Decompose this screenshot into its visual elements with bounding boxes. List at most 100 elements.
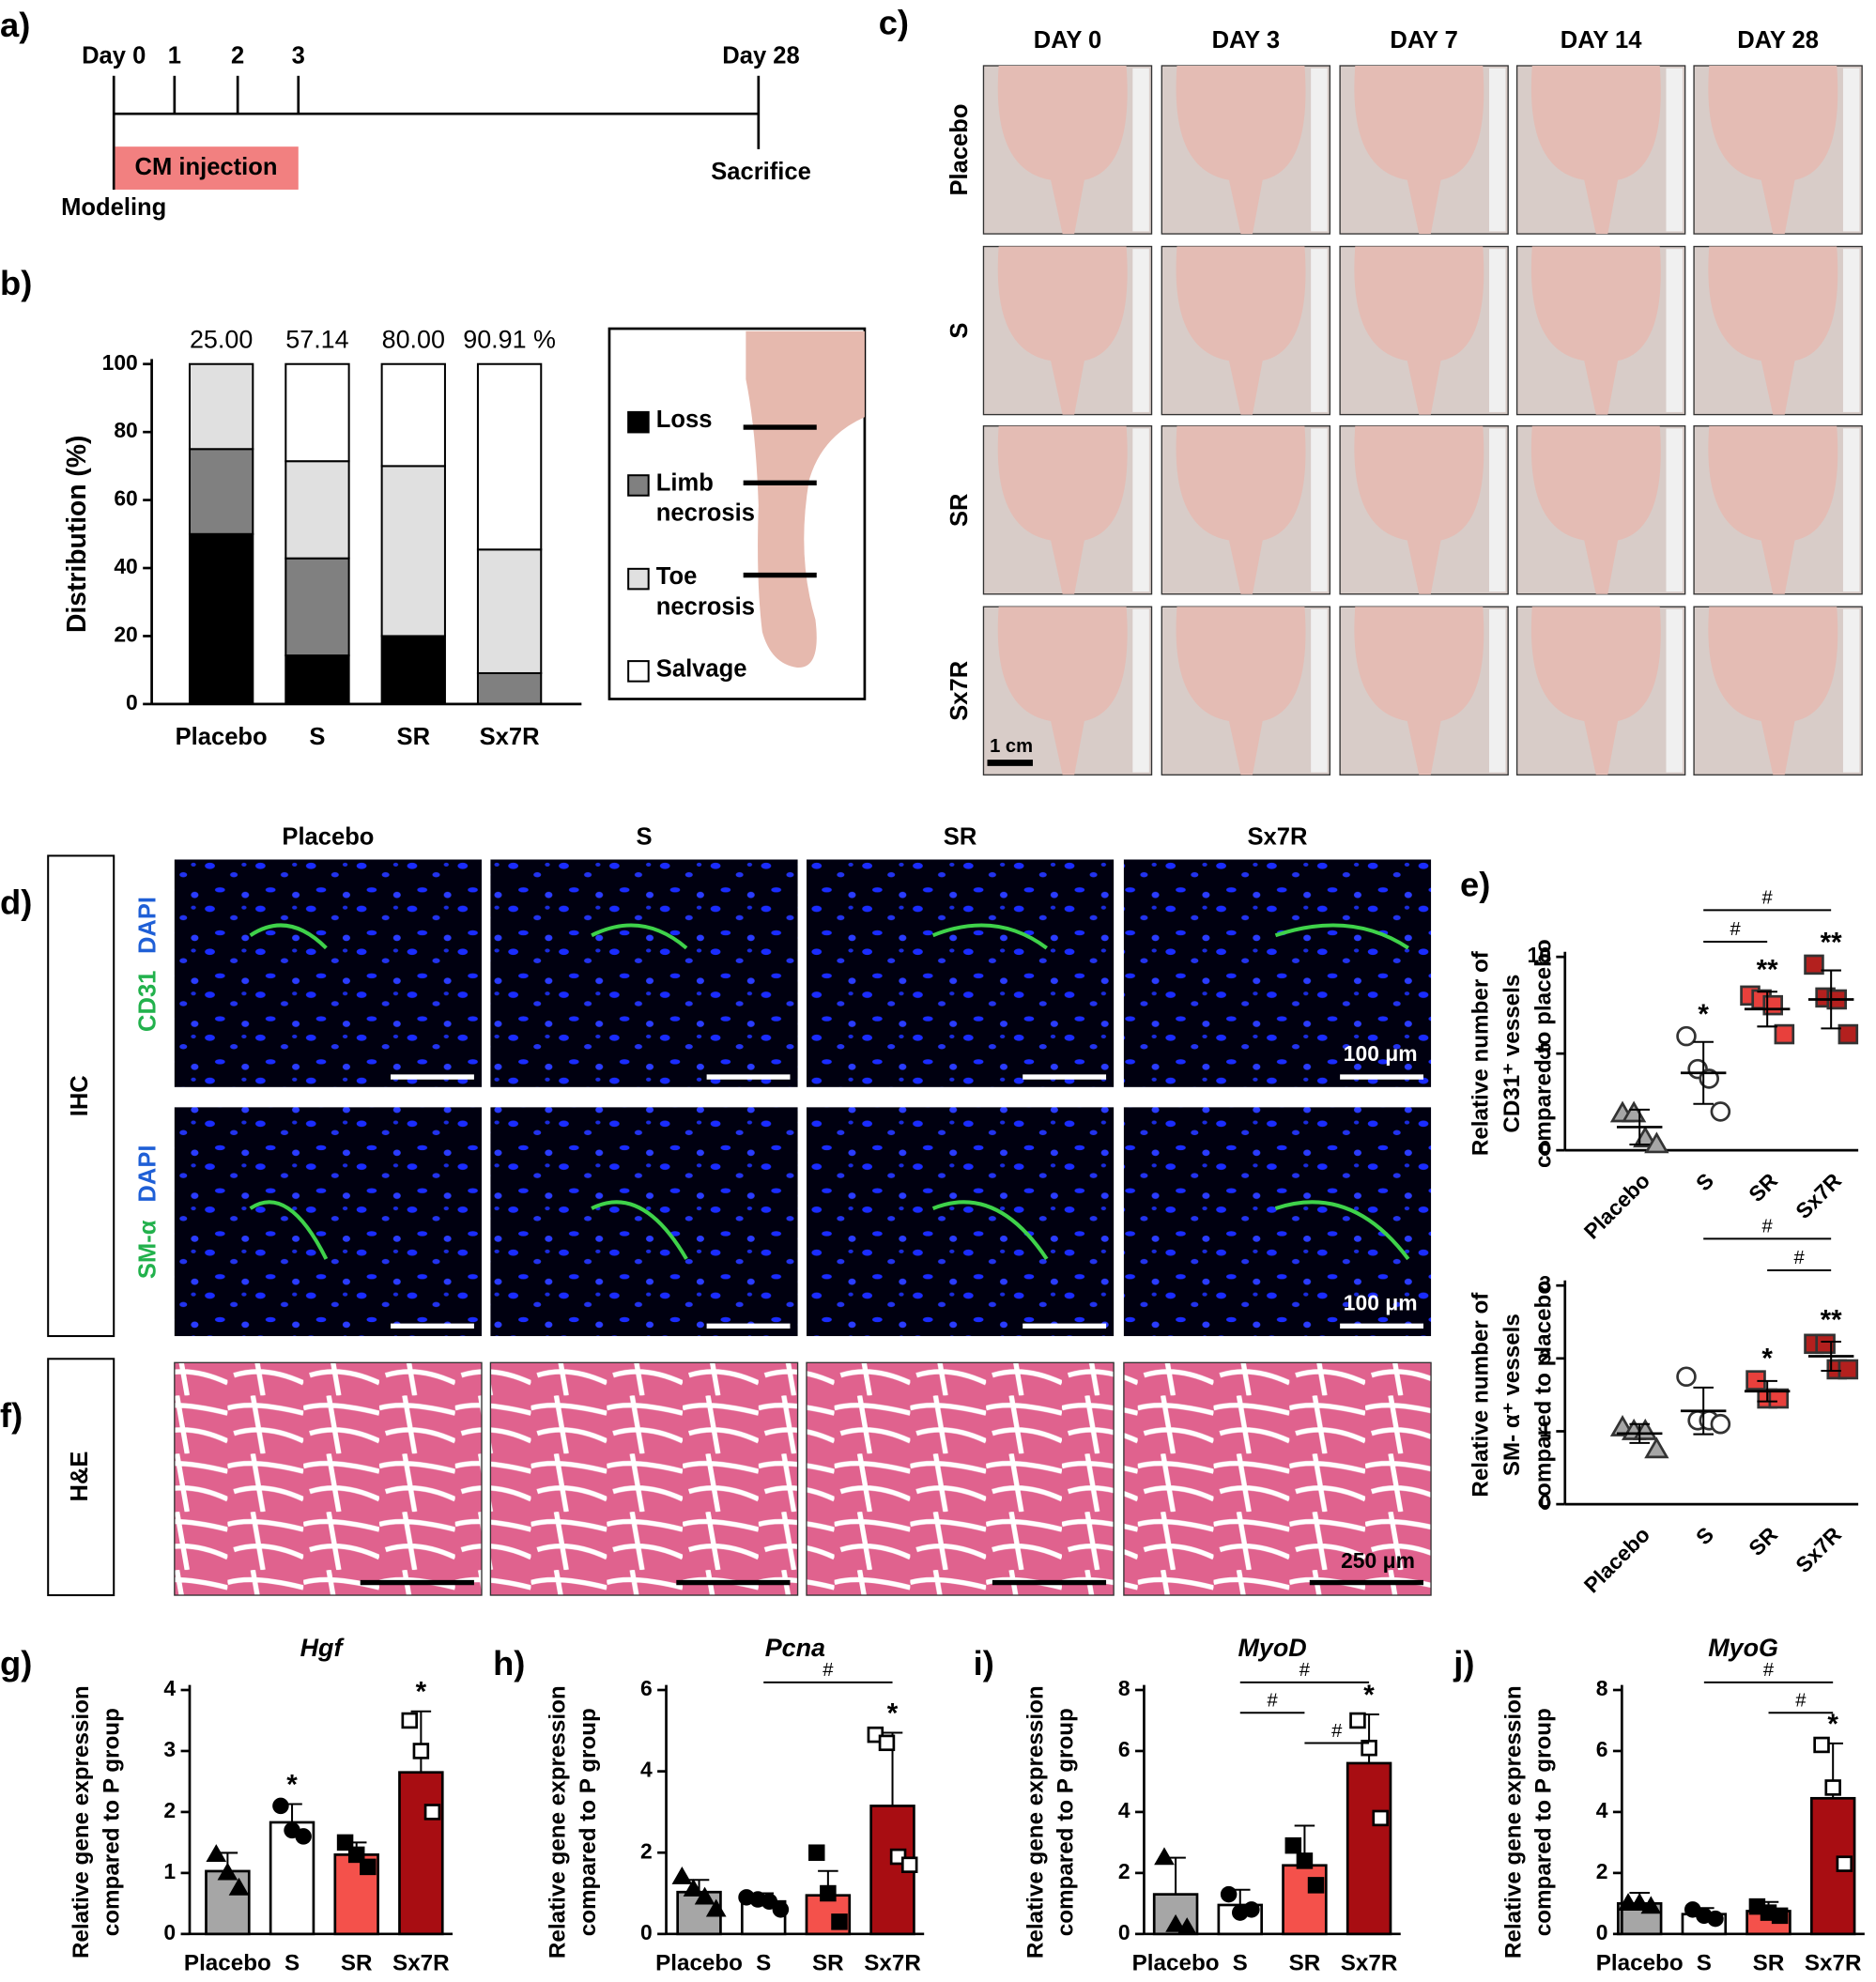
legend-label: Limb necrosis — [655, 469, 755, 528]
micrograph — [806, 1361, 1115, 1596]
data-point — [878, 1734, 896, 1752]
x-tick-label: Placebo — [1579, 1522, 1654, 1597]
chart-title: Pcna — [765, 1634, 825, 1662]
data-point — [1676, 1025, 1697, 1047]
y-tick-label: 6 — [1118, 1737, 1130, 1761]
data-point — [671, 1866, 693, 1884]
timeline-label: 3 — [292, 42, 305, 69]
data-point — [1824, 1779, 1841, 1796]
bar-segment — [476, 548, 543, 674]
timeline-label: Day 28 — [722, 42, 799, 69]
top-label: 90.91 % — [463, 326, 556, 354]
column-label: S — [636, 823, 652, 850]
error-bar — [410, 1710, 432, 1773]
legend-label: Toe necrosis — [655, 563, 755, 622]
micrograph — [174, 1361, 483, 1596]
legend-item: Toe necrosis — [655, 563, 755, 622]
timeline-label: 2 — [231, 42, 244, 69]
bar-segment — [284, 654, 350, 705]
y-axis-label: Relative number of — [1468, 1292, 1493, 1498]
row-label: Sx7R — [946, 661, 973, 721]
chart-title: MyoG — [1708, 1634, 1778, 1662]
y-tick-label: 2 — [163, 1798, 176, 1822]
data-point — [1815, 1333, 1836, 1355]
y-tick-label: 1 — [1539, 1418, 1551, 1442]
panel-label: j) — [1453, 1644, 1474, 1682]
panel-label: f) — [0, 1396, 23, 1435]
y-tick-label: 0 — [126, 690, 138, 714]
ruler — [1311, 68, 1328, 232]
error-bar — [1693, 1040, 1714, 1105]
legend-swatch — [627, 410, 650, 434]
scale-bar — [987, 760, 1033, 766]
x-tick-label: S — [309, 724, 325, 750]
legend-label: Salvage — [655, 655, 747, 684]
y-tick-label: 1 — [163, 1859, 176, 1883]
vessel — [591, 923, 688, 950]
bracket-label: # — [1299, 1660, 1311, 1681]
error-bar — [1757, 1379, 1777, 1403]
column-label: DAY 0 — [1034, 27, 1101, 54]
y-tick-label: 0 — [1596, 1920, 1608, 1944]
ruler — [1842, 68, 1860, 232]
panel-label: a) — [0, 6, 30, 44]
data-point — [1154, 1847, 1175, 1866]
error-bar — [1693, 1386, 1714, 1436]
data-point — [401, 1712, 418, 1729]
ruler — [1666, 608, 1683, 773]
x-tick-label: Sx7R — [392, 1951, 450, 1976]
error-bar — [1821, 969, 1841, 1030]
bar-segment — [188, 362, 254, 451]
vessel — [931, 923, 1048, 950]
bar — [1345, 1761, 1392, 1936]
data-point — [1838, 1023, 1859, 1045]
significance: * — [1363, 1680, 1375, 1711]
y-axis-label: Distribution (%) — [61, 436, 91, 633]
y-tick-label: 2 — [1596, 1859, 1608, 1883]
data-point — [1372, 1809, 1389, 1827]
data-point — [1813, 1736, 1830, 1754]
vessel — [1274, 1200, 1410, 1261]
data-point — [1165, 1913, 1186, 1932]
y-axis-label: CD31⁺ vessels — [1499, 975, 1525, 1133]
limb-photo — [746, 330, 865, 668]
mouse — [1530, 607, 1661, 776]
scale-label: 100 μm — [1344, 1290, 1418, 1314]
data-point — [217, 1862, 238, 1881]
data-point — [694, 1886, 715, 1905]
data-point — [1243, 1901, 1260, 1918]
column-label: DAY 7 — [1390, 27, 1457, 54]
x-tick-label: Sx7R — [1805, 1951, 1862, 1976]
ruler — [1842, 249, 1860, 412]
micrograph — [174, 859, 482, 1087]
significance: * — [1761, 1343, 1773, 1374]
bracket-label: # — [1267, 1690, 1278, 1711]
bracket-label: # — [1795, 1690, 1807, 1711]
x-tick-label: SR — [1289, 1951, 1321, 1976]
column-label: Sx7R — [1248, 823, 1308, 850]
data-point — [1804, 954, 1824, 976]
mouse — [997, 425, 1128, 594]
ruler — [1666, 428, 1683, 592]
panel-label: i) — [974, 1644, 994, 1682]
chart-title: MyoD — [1238, 1634, 1306, 1662]
vessel — [249, 1200, 329, 1260]
ruler — [1488, 608, 1506, 773]
bar-segment — [476, 671, 543, 705]
group-box — [47, 854, 115, 1338]
data-point — [900, 1856, 918, 1873]
y-axis-label: compared to P group — [99, 1708, 124, 1936]
mouse — [1176, 607, 1306, 776]
scale-label: 250 μm — [1341, 1548, 1415, 1573]
mouse — [997, 66, 1128, 235]
y-tick-label: 5 — [1539, 1039, 1551, 1064]
significance: * — [286, 1769, 298, 1800]
x-tick-label: Sx7R — [480, 724, 540, 750]
y-tick-label: 4 — [163, 1676, 176, 1700]
y-tick-label: 0 — [1539, 1136, 1551, 1160]
bar-segment — [284, 557, 350, 657]
x-tick-label: Placebo — [176, 724, 268, 750]
data-point — [228, 1877, 250, 1896]
y-axis-label: Relative gene expression — [546, 1685, 571, 1959]
y-tick-label: 4 — [640, 1758, 653, 1782]
